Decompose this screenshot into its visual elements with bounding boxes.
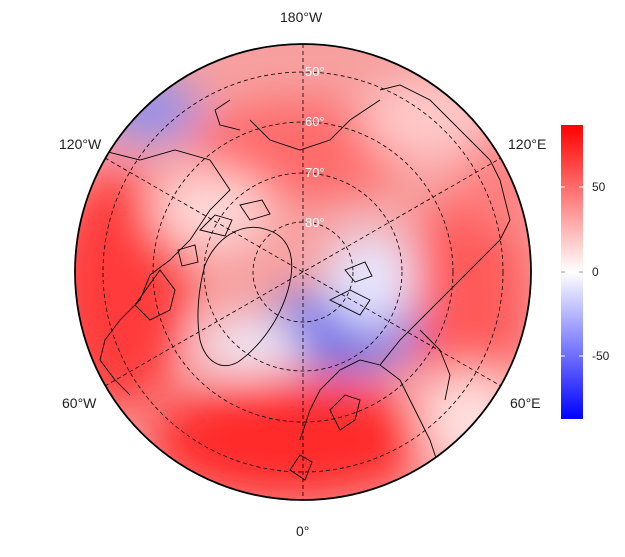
lon-label-0: 0° (296, 523, 310, 539)
lat-label-80: 80° (305, 215, 325, 230)
map-border (74, 43, 532, 501)
lon-label-180w: 180°W (280, 9, 323, 25)
coastlines (99, 84, 511, 481)
lat-label-60: 60° (305, 114, 325, 129)
colorbar-tick-0: 0 (592, 265, 599, 279)
lon-label-120e: 120°E (508, 136, 547, 152)
colorbar (561, 125, 583, 419)
lon-label-60e: 60°E (510, 395, 541, 411)
lon-label-120w: 120°W (59, 136, 102, 152)
lat-label-70: 70° (305, 165, 325, 180)
colorbar-tick-minus50: -50 (592, 349, 610, 363)
lon-label-60w: 60°W (62, 395, 97, 411)
colorbar-tick-50: 50 (592, 180, 606, 194)
lat-label-50: 50° (305, 64, 325, 79)
graticule (102, 44, 504, 500)
